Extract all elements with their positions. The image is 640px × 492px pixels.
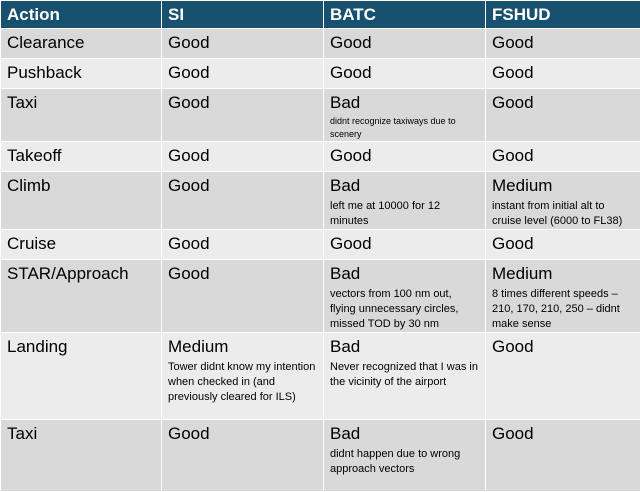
si-cell: Good [162, 59, 324, 89]
fshud-cell: Good [486, 142, 640, 172]
fshud-rating: Medium [492, 264, 634, 284]
action-label: Landing [7, 337, 155, 357]
header-fshud: FSHUD [486, 1, 640, 29]
action-cell: Landing [1, 333, 162, 420]
fshud-note: 8 times different speeds – 210, 170, 210… [492, 287, 634, 332]
action-cell: Taxi [1, 420, 162, 492]
batc-rating: Bad [330, 264, 479, 284]
batc-cell: Good [324, 59, 486, 89]
action-cell: Clearance [1, 29, 162, 59]
table-row: Taxi Good Bad didnt happen due to wrong a… [1, 420, 640, 492]
table-row: Climb Good Bad left me at 10000 for 12 mi… [1, 172, 640, 230]
action-label: STAR/Approach [7, 264, 155, 284]
fshud-rating: Good [492, 63, 634, 83]
header-row: Action SI BATC FSHUD [1, 1, 640, 29]
action-label: Climb [7, 176, 155, 196]
batc-rating: Good [330, 33, 479, 53]
batc-rating: Bad [330, 93, 479, 113]
si-cell: Good [162, 172, 324, 230]
action-cell: Climb [1, 172, 162, 230]
batc-rating: Good [330, 146, 479, 166]
fshud-rating: Good [492, 424, 634, 444]
fshud-cell: Good [486, 59, 640, 89]
batc-rating: Good [330, 63, 479, 83]
si-rating: Good [168, 146, 317, 166]
si-cell: Good [162, 260, 324, 333]
batc-cell: Good [324, 142, 486, 172]
table-row: STAR/Approach Good Bad vectors from 100 n… [1, 260, 640, 333]
action-label: Taxi [7, 93, 155, 113]
batc-note: left me at 10000 for 12 minutes [330, 199, 479, 229]
header-action: Action [1, 1, 162, 29]
si-cell: Good [162, 142, 324, 172]
si-cell: Good [162, 89, 324, 142]
si-rating: Good [168, 63, 317, 83]
table-row: Clearance Good Good Good [1, 29, 640, 59]
si-rating: Good [168, 33, 317, 53]
batc-rating: Bad [330, 424, 479, 444]
header-si: SI [162, 1, 324, 29]
action-cell: Takeoff [1, 142, 162, 172]
batc-rating: Bad [330, 337, 479, 357]
si-rating: Good [168, 424, 317, 444]
batc-cell: Good [324, 29, 486, 59]
action-label: Cruise [7, 234, 155, 254]
action-cell: Taxi [1, 89, 162, 142]
fshud-cell: Good [486, 29, 640, 59]
batc-cell: Bad didnt happen due to wrong approach ve… [324, 420, 486, 492]
si-cell: Good [162, 230, 324, 260]
action-cell: STAR/Approach [1, 260, 162, 333]
si-rating: Good [168, 93, 317, 113]
table-row: Cruise Good Good Good [1, 230, 640, 260]
fshud-cell: Good [486, 230, 640, 260]
fshud-cell: Medium 8 times different speeds – 210, 17… [486, 260, 640, 333]
batc-rating: Bad [330, 176, 479, 196]
si-rating: Good [168, 176, 317, 196]
table-row: Takeoff Good Good Good [1, 142, 640, 172]
batc-cell: Bad Never recognized that I was in the vi… [324, 333, 486, 420]
action-label: Clearance [7, 33, 155, 53]
batc-note: vectors from 100 nm out, flying unnecess… [330, 287, 479, 332]
si-rating: Good [168, 234, 317, 254]
header-batc: BATC [324, 1, 486, 29]
action-cell: Cruise [1, 230, 162, 260]
action-label: Takeoff [7, 146, 155, 166]
fshud-cell: Medium instant from initial alt to cruise… [486, 172, 640, 230]
fshud-rating: Good [492, 33, 634, 53]
si-cell: Good [162, 29, 324, 59]
action-cell: Pushback [1, 59, 162, 89]
batc-note: didnt happen due to wrong approach vecto… [330, 447, 479, 477]
fshud-rating: Good [492, 337, 634, 357]
fshud-note: instant from initial alt to cruise level… [492, 199, 634, 229]
fshud-cell: Good [486, 89, 640, 142]
fshud-rating: Good [492, 146, 634, 166]
fshud-cell: Good [486, 420, 640, 492]
si-cell: Good [162, 420, 324, 492]
batc-cell: Bad vectors from 100 nm out, flying unnec… [324, 260, 486, 333]
batc-cell: Good [324, 230, 486, 260]
fshud-cell: Good [486, 333, 640, 420]
si-note: Tower didnt know my intention when check… [168, 360, 317, 405]
batc-note: Never recognized that I was in the vicin… [330, 360, 479, 390]
batc-note: didnt recognize taxiways due to scenery [330, 115, 479, 141]
action-label: Taxi [7, 424, 155, 444]
si-rating: Good [168, 264, 317, 284]
fshud-rating: Medium [492, 176, 634, 196]
table-row: Pushback Good Good Good [1, 59, 640, 89]
table-row: Landing Medium Tower didnt know my intent… [1, 333, 640, 420]
batc-cell: Bad left me at 10000 for 12 minutes [324, 172, 486, 230]
si-cell: Medium Tower didnt know my intention when… [162, 333, 324, 420]
fshud-rating: Good [492, 234, 634, 254]
si-rating: Medium [168, 337, 317, 357]
batc-rating: Good [330, 234, 479, 254]
fshud-rating: Good [492, 93, 634, 113]
action-label: Pushback [7, 63, 155, 83]
